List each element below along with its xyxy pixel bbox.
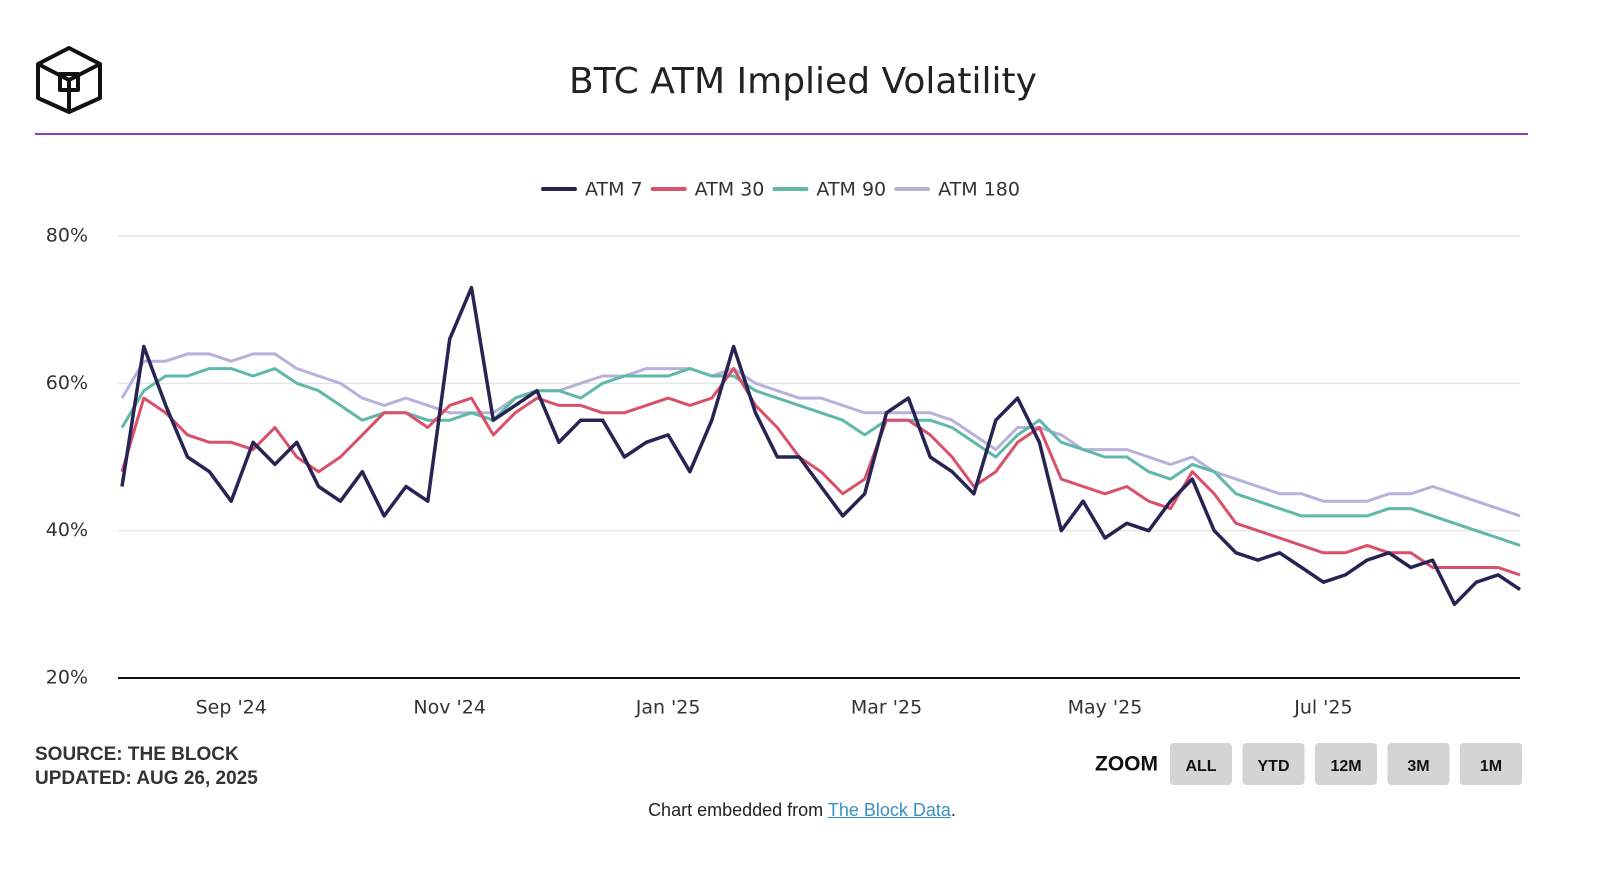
legend-label: ATM 90 [816,179,886,201]
logo [36,46,102,114]
zoom-button-bg[interactable] [1460,743,1522,785]
zoom-button-label[interactable]: YTD [1258,758,1290,775]
footer-text: Chart embedded from [648,800,824,820]
footer: Chart embedded from The Block Data. [0,800,1604,821]
x-tick-label: Nov '24 [413,697,486,719]
x-tick-label: Jul '25 [1293,697,1352,719]
footer-end: . [950,800,956,820]
legend-item[interactable]: ATM 7 [541,179,643,201]
zoom-button-bg[interactable] [1170,743,1232,785]
y-tick-label: 20% [46,667,88,689]
x-tick-label: Jan '25 [635,697,701,719]
legend-label: ATM 30 [695,179,765,201]
zoom-button-bg[interactable] [1387,743,1450,785]
footer-link[interactable]: The Block Data [827,800,951,820]
zoom-button-label[interactable]: ALL [1185,758,1216,775]
series-line [120,285,1521,607]
zoom-button[interactable]: 1M [1460,743,1522,785]
zoom-button-bg[interactable] [1242,743,1305,785]
legend-label: ATM 180 [938,179,1020,201]
zoom-button-label[interactable]: 1M [1480,758,1502,775]
legend-item[interactable]: ATM 30 [650,179,765,201]
zoom-button[interactable]: ALL [1170,743,1232,785]
series-line [120,367,1521,577]
legend-label: ATM 7 [585,179,643,201]
y-tick-label: 80% [46,225,88,247]
zoom-button[interactable]: 3M [1387,743,1450,785]
legend-item[interactable]: ATM 180 [894,179,1020,201]
x-tick-label: Mar '25 [851,697,922,719]
zoom-button-bg[interactable] [1315,743,1377,785]
series-line [120,352,1521,518]
zoom-button-label[interactable]: 12M [1330,758,1361,775]
zoom-button-label[interactable]: 3M [1407,758,1429,775]
zoom-button[interactable]: 12M [1315,743,1377,785]
series-line [120,367,1521,547]
zoom-button[interactable]: YTD [1242,743,1305,785]
zoom-label: ZOOM [1095,753,1158,776]
x-tick-label: Sep '24 [196,697,267,719]
updated: UPDATED: AUG 26, 2025 [35,768,258,789]
y-tick-label: 40% [46,519,88,541]
y-tick-label: 60% [46,372,88,394]
source: SOURCE: THE BLOCK [35,744,239,765]
legend-item[interactable]: ATM 90 [772,179,886,201]
chart-title: BTC ATM Implied Volatility [569,61,1037,102]
x-tick-label: May '25 [1068,697,1143,719]
